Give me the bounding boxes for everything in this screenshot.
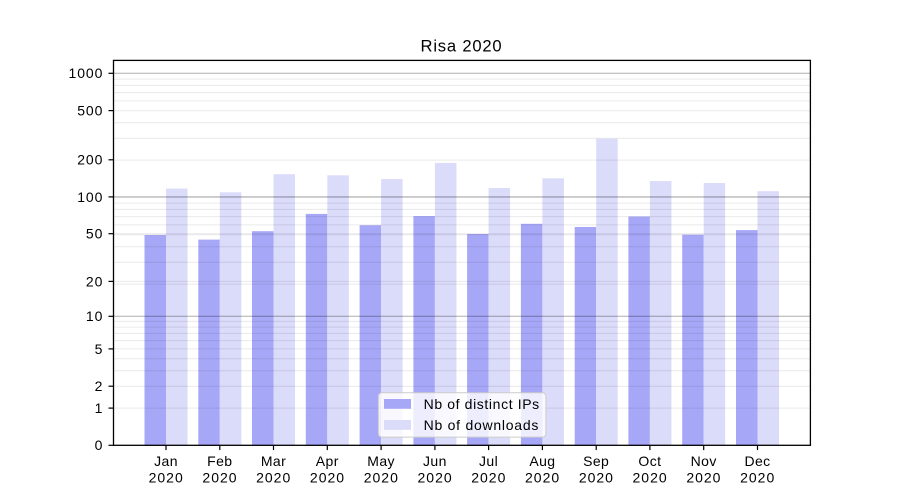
svg-text:Apr: Apr [316,453,339,469]
svg-text:2020: 2020 [149,469,184,485]
svg-text:2020: 2020 [525,469,560,485]
svg-text:2020: 2020 [471,469,506,485]
svg-text:2020: 2020 [364,469,399,485]
svg-text:2020: 2020 [256,469,291,485]
svg-text:2020: 2020 [633,469,668,485]
svg-text:May: May [367,453,395,469]
svg-text:Dec: Dec [744,453,770,469]
svg-text:2020: 2020 [740,469,775,485]
svg-text:5: 5 [95,341,104,357]
svg-text:1: 1 [95,400,104,416]
svg-text:Oct: Oct [638,453,661,469]
svg-text:Risa 2020: Risa 2020 [421,37,503,56]
svg-text:2020: 2020 [202,469,237,485]
svg-text:Aug: Aug [529,453,555,469]
svg-text:Nb of downloads: Nb of downloads [424,417,540,433]
svg-text:2020: 2020 [686,469,721,485]
svg-text:2020: 2020 [579,469,614,485]
svg-text:Nov: Nov [691,453,717,469]
svg-text:Jun: Jun [423,453,447,469]
svg-text:0: 0 [95,437,104,453]
svg-text:2: 2 [95,378,104,394]
svg-text:200: 200 [77,152,103,168]
svg-text:Jul: Jul [479,453,498,469]
svg-text:Jan: Jan [154,453,178,469]
svg-text:500: 500 [77,103,103,119]
svg-text:1000: 1000 [69,65,104,81]
svg-text:20: 20 [86,273,103,289]
svg-text:Nb of distinct IPs: Nb of distinct IPs [424,396,540,412]
svg-text:100: 100 [77,189,103,205]
svg-text:Mar: Mar [261,453,286,469]
svg-text:2020: 2020 [310,469,345,485]
svg-text:2020: 2020 [418,469,453,485]
svg-text:Sep: Sep [583,453,609,469]
svg-text:10: 10 [86,308,103,324]
svg-text:50: 50 [86,226,103,242]
svg-text:Feb: Feb [207,453,232,469]
